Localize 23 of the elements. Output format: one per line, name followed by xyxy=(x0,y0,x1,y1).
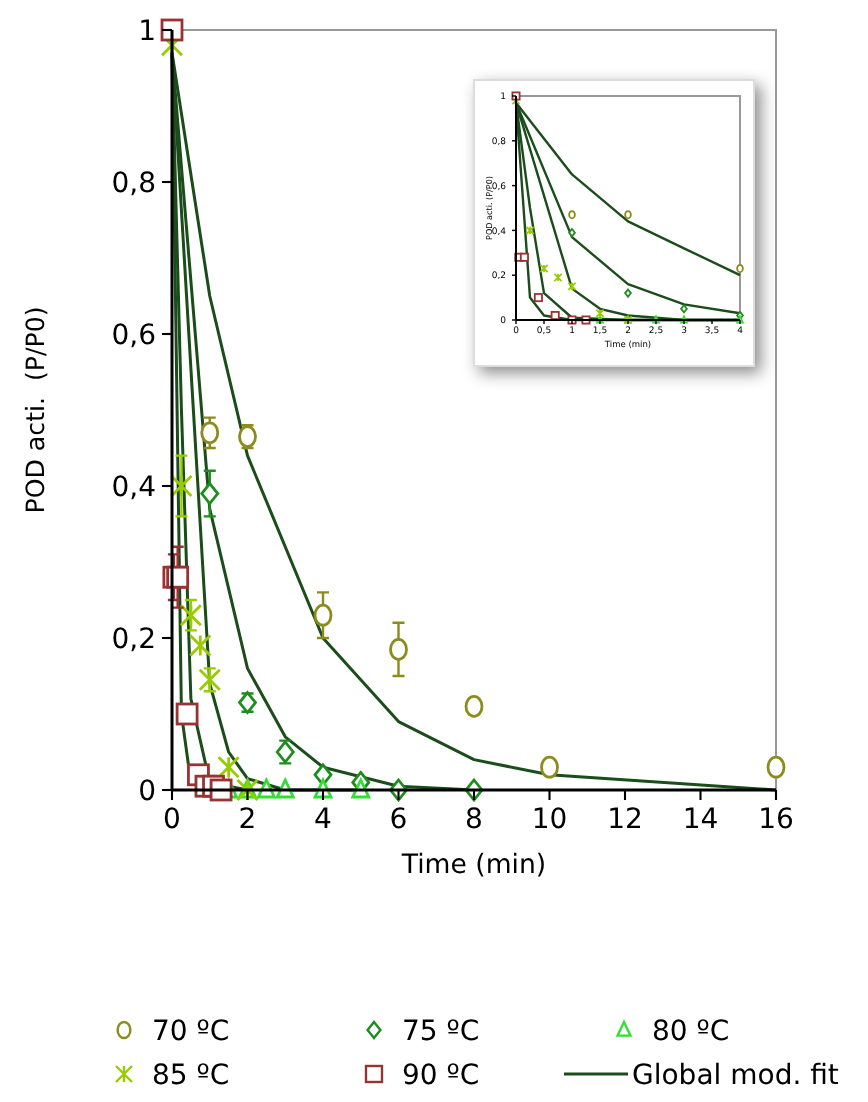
x-tick-label: 8 xyxy=(465,804,483,836)
x-tick-label: 0 xyxy=(163,804,181,836)
x-tick-label: 12 xyxy=(607,804,643,836)
x-tick-label: 4 xyxy=(314,804,333,836)
legend-label: 90 ºC xyxy=(402,1060,480,1092)
y-tick-label: 0,6 xyxy=(111,319,157,352)
x-tick-label: 6 xyxy=(389,804,408,836)
x-tick-label: 14 xyxy=(682,804,719,836)
y-tick-label: 0,4 xyxy=(111,471,157,504)
legend-label: 80 ºC xyxy=(652,1016,730,1048)
y-tick-label: 0,2 xyxy=(111,623,156,656)
y-tick-label: 0 xyxy=(138,775,156,808)
legend-label: Global mod. fit xyxy=(632,1060,840,1092)
legend-label: 85 ºC xyxy=(152,1060,230,1092)
x-tick-label: 16 xyxy=(758,804,794,836)
y-axis-title: POD acti. (P/P0) xyxy=(20,306,50,514)
y-tick-label: 1 xyxy=(138,15,156,48)
legend-label: 75 ºC xyxy=(402,1016,480,1048)
y-tick-label: 0,8 xyxy=(111,167,156,200)
x-tick-label: 10 xyxy=(531,804,568,836)
x-axis-title: Time (min) xyxy=(399,850,547,881)
legend-label: 70 ºC xyxy=(152,1016,230,1048)
x-tick-label: 2 xyxy=(238,804,257,836)
